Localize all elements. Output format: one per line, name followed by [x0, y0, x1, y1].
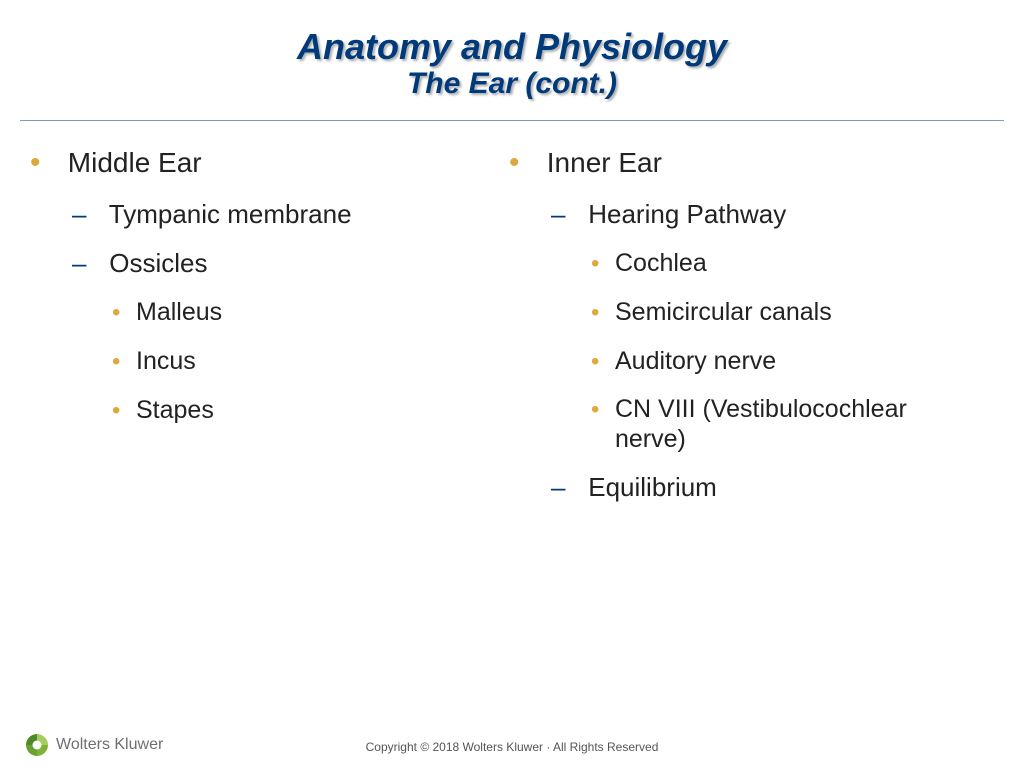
- bullet-label: CN VIII (Vestibulocochlear nerve): [615, 394, 915, 454]
- slide-footer: Copyright © 2018 Wolters Kluwer · All Ri…: [0, 740, 1024, 754]
- bullet-label: Tympanic membrane: [109, 199, 352, 229]
- copyright-text: Copyright © 2018 Wolters Kluwer · All Ri…: [366, 740, 659, 754]
- list-item: Auditory nerve: [615, 346, 988, 377]
- bullet-label: Equilibrium: [588, 472, 717, 502]
- list-item: CN VIII (Vestibulocochlear nerve): [615, 394, 988, 454]
- list-item: Inner Ear Hearing Pathway Cochlea Semici…: [539, 145, 988, 504]
- bullet-label: Middle Ear: [68, 147, 202, 178]
- bullet-label: Ossicles: [109, 248, 207, 278]
- list-item: Cochlea: [615, 248, 988, 279]
- bullet-label: Inner Ear: [547, 147, 662, 178]
- list-item: Ossicles Malleus Incus Stapes: [102, 248, 509, 426]
- list-item: Malleus: [136, 297, 509, 328]
- right-column: Inner Ear Hearing Pathway Cochlea Semici…: [529, 145, 988, 522]
- list-item: Hearing Pathway Cochlea Semicircular can…: [581, 199, 988, 455]
- list-item: Tympanic membrane: [102, 199, 509, 230]
- list-item: Incus: [136, 346, 509, 377]
- bullet-label: Hearing Pathway: [588, 199, 786, 229]
- list-item: Stapes: [136, 395, 509, 426]
- bullet-label: Auditory nerve: [615, 347, 776, 375]
- list-item: Semicircular canals: [615, 297, 988, 328]
- bullet-label: Semicircular canals: [615, 298, 832, 326]
- list-item: Middle Ear Tympanic membrane Ossicles Ma…: [60, 145, 509, 426]
- slide-title-line1: Anatomy and Physiology: [0, 26, 1024, 67]
- bullet-label: Stapes: [136, 396, 214, 424]
- slide-content: Middle Ear Tympanic membrane Ossicles Ma…: [0, 121, 1024, 522]
- bullet-label: Malleus: [136, 298, 222, 326]
- left-column: Middle Ear Tympanic membrane Ossicles Ma…: [60, 145, 529, 522]
- slide-title-block: Anatomy and Physiology The Ear (cont.): [0, 0, 1024, 116]
- bullet-label: Incus: [136, 347, 196, 375]
- bullet-label: Cochlea: [615, 249, 707, 277]
- slide-title-line2: The Ear (cont.): [0, 67, 1024, 102]
- list-item: Equilibrium: [581, 472, 988, 503]
